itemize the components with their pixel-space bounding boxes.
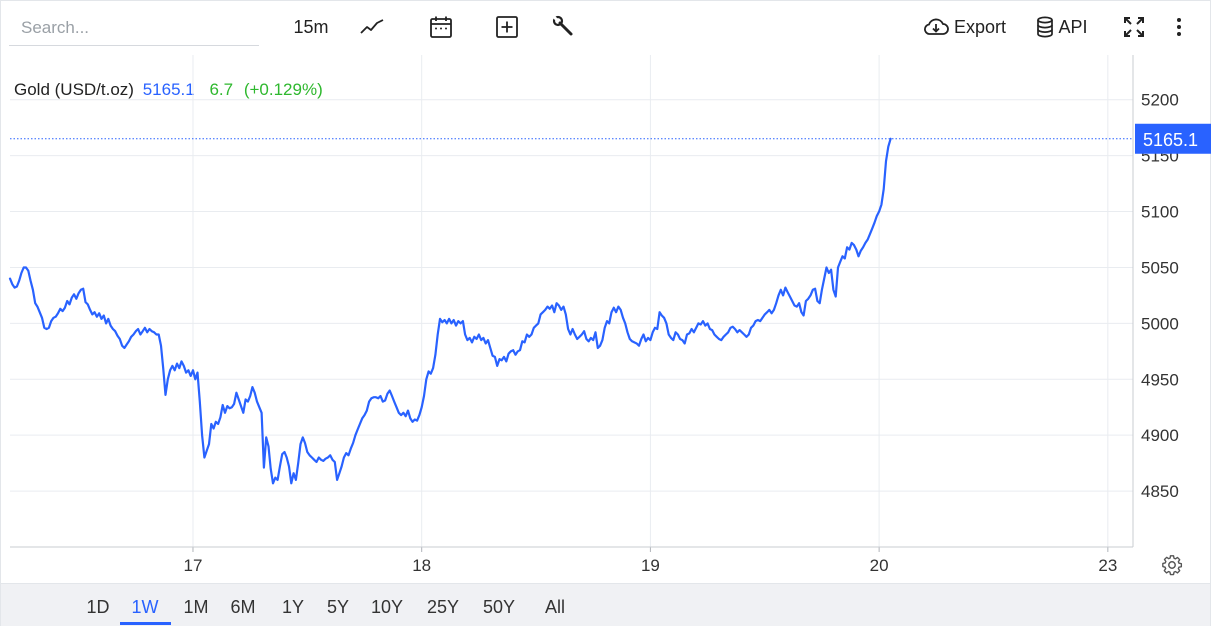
export-label: Export xyxy=(953,16,1007,37)
y-tick-label: 5050 xyxy=(1141,258,1179,277)
more-options-button[interactable] xyxy=(1168,12,1190,42)
export-button[interactable]: Export xyxy=(918,12,1010,42)
range-button-all[interactable]: All xyxy=(544,597,565,617)
price-change: 6.7 xyxy=(209,80,234,99)
chart-legend: Gold (USD/t.oz) 5165.1 6.7 (+0.129%) xyxy=(14,80,323,100)
fullscreen-icon xyxy=(1124,17,1144,37)
fullscreen-button[interactable] xyxy=(1120,12,1148,42)
last-price: 5165.1 xyxy=(142,80,195,99)
last-price-tag-label: 5165.1 xyxy=(1143,130,1198,150)
range-button-1w[interactable]: 1W xyxy=(131,597,159,617)
add-indicator-button[interactable] xyxy=(492,12,522,42)
x-tick-label: 18 xyxy=(412,556,431,575)
line-chart-icon xyxy=(360,19,384,34)
x-tick-label: 23 xyxy=(1098,556,1117,575)
range-button-50y[interactable]: 50Y xyxy=(482,597,516,617)
range-button-1d[interactable]: 1D xyxy=(86,597,110,617)
last-price-marker: 5165.1 xyxy=(10,123,1211,154)
database-icon xyxy=(1037,16,1054,38)
wrench-icon xyxy=(552,15,573,36)
y-tick-label: 5100 xyxy=(1141,203,1179,222)
chart-type-button[interactable] xyxy=(355,12,389,42)
y-tick-label: 4850 xyxy=(1141,482,1179,501)
plus-square-icon xyxy=(496,16,518,38)
x-tick-label: 19 xyxy=(641,556,660,575)
date-range-button[interactable] xyxy=(426,12,456,42)
active-range-indicator xyxy=(120,622,171,625)
gear-icon xyxy=(1162,555,1183,576)
y-tick-label: 5000 xyxy=(1141,314,1179,333)
range-button-1m[interactable]: 1M xyxy=(183,597,209,617)
search-input[interactable] xyxy=(9,12,259,44)
cloud-download-icon xyxy=(923,18,949,35)
y-tick-label: 5200 xyxy=(1141,91,1179,110)
price-line xyxy=(8,137,892,485)
y-tick-label: 4900 xyxy=(1141,426,1179,445)
range-button-5y[interactable]: 5Y xyxy=(326,597,350,617)
range-button-25y[interactable]: 25Y xyxy=(426,597,460,617)
price-series xyxy=(8,137,892,485)
time-axis: 17 18 19 20 23 xyxy=(10,546,1133,575)
more-vertical-icon xyxy=(1177,18,1181,36)
api-button[interactable]: API xyxy=(1033,12,1091,42)
range-selector: 1D 1W 1M 6M 1Y 5Y 10Y 25Y 50Y All xyxy=(1,583,1210,626)
settings-tool-button[interactable] xyxy=(549,12,579,42)
price-change-percent: (+0.129%) xyxy=(243,80,323,99)
api-label: API xyxy=(1058,16,1088,37)
calendar-icon xyxy=(430,16,452,38)
instrument-name: Gold (USD/t.oz) xyxy=(14,80,134,99)
range-button-1y[interactable]: 1Y xyxy=(281,597,305,617)
range-button-10y[interactable]: 10Y xyxy=(370,597,404,617)
range-button-6m[interactable]: 6M xyxy=(230,597,256,617)
interval-selector[interactable]: 15m xyxy=(293,16,329,37)
x-tick-label: 17 xyxy=(184,556,203,575)
chart-settings-button[interactable] xyxy=(1161,554,1183,576)
search-box[interactable] xyxy=(9,12,259,46)
y-tick-label: 4950 xyxy=(1141,370,1179,389)
x-tick-label: 20 xyxy=(870,556,889,575)
chart-grid xyxy=(10,55,1133,547)
last-price-tag xyxy=(1135,123,1211,154)
